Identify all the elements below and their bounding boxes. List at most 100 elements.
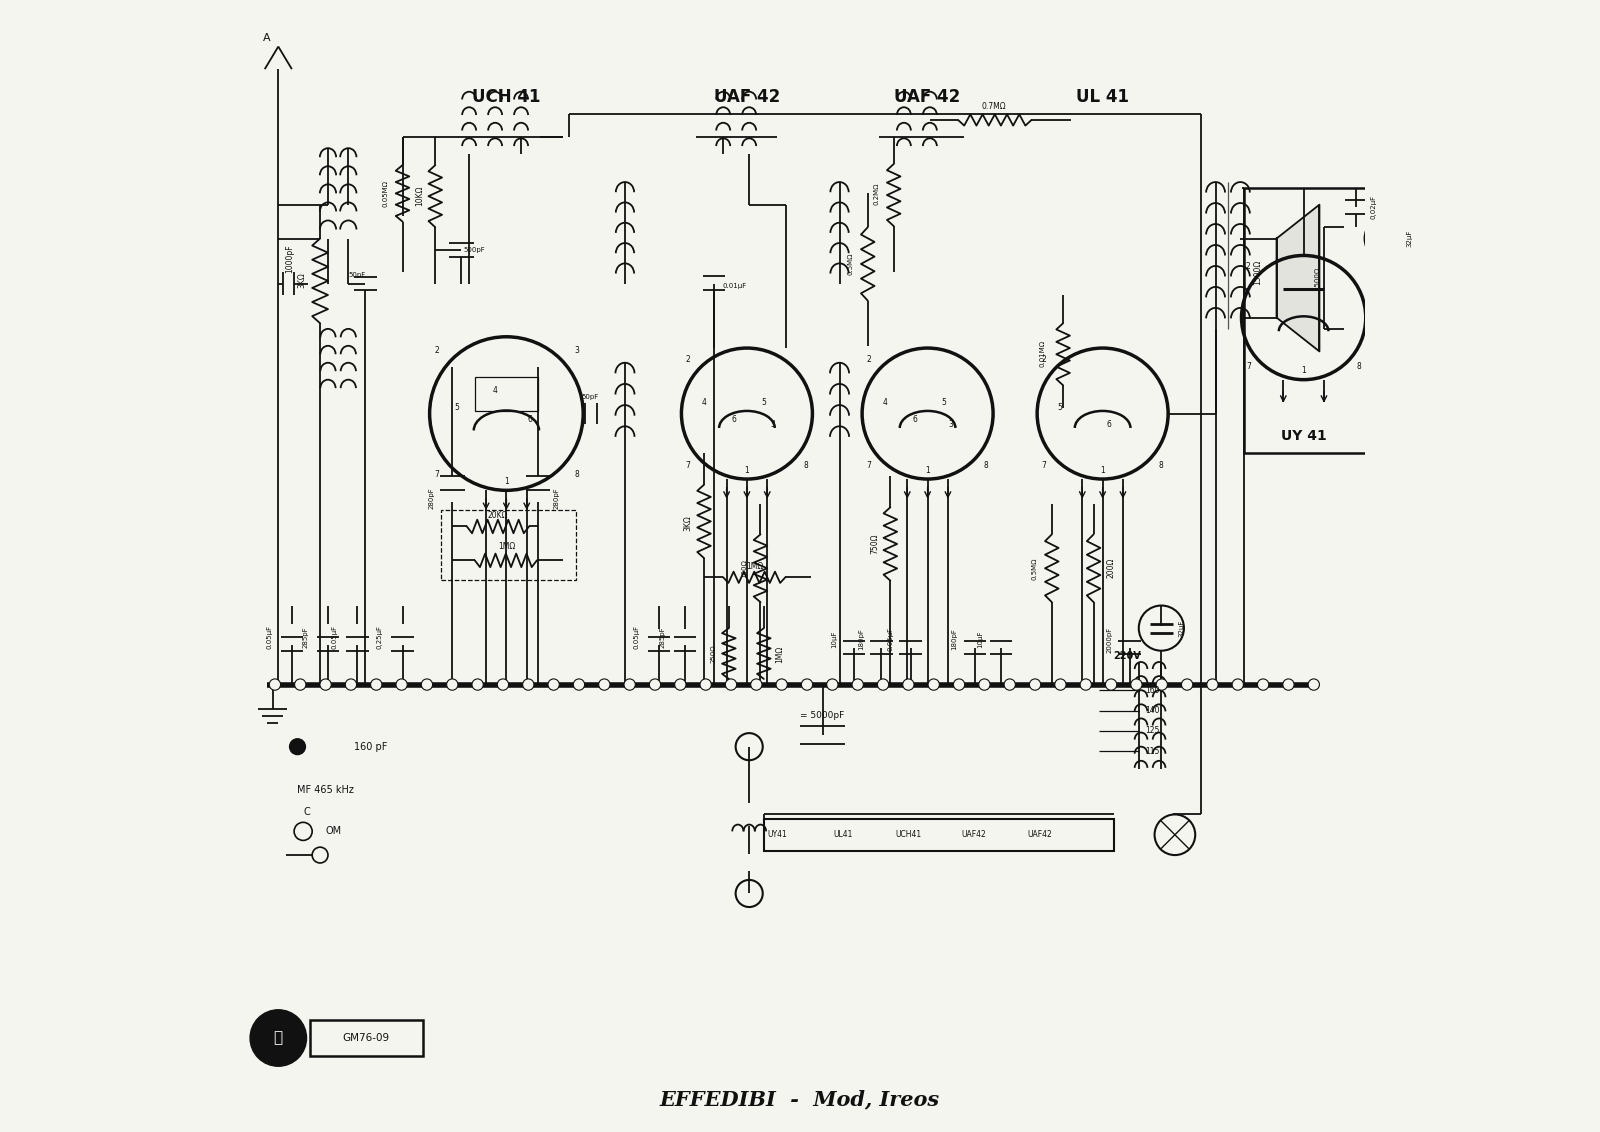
Polygon shape [1277, 205, 1320, 351]
Circle shape [928, 679, 939, 691]
Text: 1MΩ: 1MΩ [746, 561, 763, 571]
Text: 1MΩ: 1MΩ [498, 542, 515, 551]
Text: 0.05μF: 0.05μF [888, 627, 893, 651]
Text: 0.05μF: 0.05μF [266, 625, 272, 650]
Circle shape [701, 679, 712, 691]
Text: 100Ω: 100Ω [742, 559, 747, 577]
Text: UAF 42: UAF 42 [894, 88, 960, 106]
Text: 115: 115 [1146, 747, 1160, 756]
Text: ⓗ: ⓗ [274, 1030, 283, 1046]
Text: 6: 6 [912, 414, 917, 423]
Text: C: C [302, 807, 310, 817]
Circle shape [827, 679, 838, 691]
Bar [475, 377, 538, 411]
Circle shape [1258, 679, 1269, 691]
Circle shape [1106, 679, 1117, 691]
Text: 180pF: 180pF [952, 628, 958, 651]
Text: 1000pF: 1000pF [285, 245, 294, 273]
Text: 0,02μF: 0,02μF [1371, 195, 1376, 218]
Circle shape [1283, 679, 1294, 691]
Text: 6: 6 [526, 414, 531, 423]
Circle shape [294, 679, 306, 691]
Text: 3KΩ: 3KΩ [683, 515, 693, 531]
Text: 2: 2 [1042, 354, 1046, 363]
Text: 4: 4 [493, 386, 498, 395]
Text: 2: 2 [867, 354, 872, 363]
Text: A: A [262, 33, 270, 43]
Text: UAF 42: UAF 42 [714, 88, 781, 106]
Circle shape [573, 679, 584, 691]
Circle shape [776, 679, 787, 691]
Text: 7: 7 [1042, 461, 1046, 470]
Circle shape [395, 679, 408, 691]
Bar [1243, 188, 1408, 453]
Circle shape [1029, 679, 1040, 691]
Text: 8: 8 [574, 470, 579, 479]
Text: EFFEDIBI  -  Mod, Ireos: EFFEDIBI - Mod, Ireos [659, 1089, 941, 1109]
Circle shape [650, 679, 661, 691]
Text: 750Ω: 750Ω [870, 533, 878, 554]
Circle shape [598, 679, 610, 691]
Text: 125: 125 [1146, 727, 1160, 736]
Text: 2000pF: 2000pF [1107, 626, 1112, 652]
Text: 7: 7 [686, 461, 691, 470]
Circle shape [421, 679, 432, 691]
Text: 32μF: 32μF [1179, 619, 1184, 637]
Bar [310, 1020, 422, 1056]
Text: UL41: UL41 [834, 830, 853, 839]
Text: 0.05μF: 0.05μF [634, 625, 640, 650]
Circle shape [1005, 679, 1016, 691]
Text: UL 41: UL 41 [1077, 88, 1130, 106]
Text: 500pF: 500pF [464, 247, 486, 252]
Circle shape [1181, 679, 1192, 691]
Circle shape [269, 679, 280, 691]
Text: 7: 7 [1246, 361, 1251, 370]
Text: 1: 1 [925, 465, 930, 474]
Text: 6: 6 [1107, 420, 1112, 429]
Text: 285pF: 285pF [659, 626, 666, 648]
Text: 4: 4 [702, 397, 707, 406]
Text: 250Ω: 250Ω [710, 645, 717, 663]
Bar [442, 509, 576, 580]
Text: 7: 7 [434, 470, 438, 479]
Circle shape [902, 679, 914, 691]
Text: 7: 7 [867, 461, 872, 470]
Text: 0.01MΩ: 0.01MΩ [1040, 340, 1046, 367]
Circle shape [979, 679, 990, 691]
Text: 3KΩ: 3KΩ [298, 273, 307, 289]
Text: 32μF: 32μF [1406, 230, 1413, 247]
Text: 220V: 220V [1114, 651, 1141, 661]
Circle shape [250, 1010, 307, 1066]
Circle shape [446, 679, 458, 691]
Circle shape [1206, 679, 1218, 691]
Text: 0.7MΩ: 0.7MΩ [982, 102, 1006, 111]
Text: 1: 1 [744, 465, 749, 474]
Circle shape [1080, 679, 1091, 691]
Text: 2: 2 [434, 345, 438, 354]
Text: 1500Ω: 1500Ω [1253, 259, 1262, 285]
Text: UCH41: UCH41 [896, 830, 922, 839]
Text: 280pF: 280pF [554, 488, 558, 509]
Text: 0,25μF: 0,25μF [378, 625, 382, 649]
Text: GM76-09: GM76-09 [342, 1034, 390, 1043]
Text: 3: 3 [574, 345, 579, 354]
Text: 20KΩ: 20KΩ [486, 511, 507, 520]
Circle shape [472, 679, 483, 691]
Circle shape [320, 679, 331, 691]
Text: 50pF: 50pF [349, 272, 366, 277]
Circle shape [1309, 679, 1320, 691]
Circle shape [802, 679, 813, 691]
Circle shape [346, 679, 357, 691]
Circle shape [725, 679, 736, 691]
Text: 1: 1 [504, 477, 509, 486]
Circle shape [547, 679, 560, 691]
Text: UAF42: UAF42 [1027, 830, 1051, 839]
Text: 2: 2 [1246, 263, 1251, 272]
Text: UY 41: UY 41 [1280, 429, 1326, 443]
Text: 5: 5 [1058, 403, 1062, 412]
Text: 6: 6 [731, 414, 736, 423]
Circle shape [290, 739, 306, 755]
Text: 8: 8 [984, 461, 989, 470]
Circle shape [877, 679, 888, 691]
Text: 8: 8 [1357, 361, 1362, 370]
